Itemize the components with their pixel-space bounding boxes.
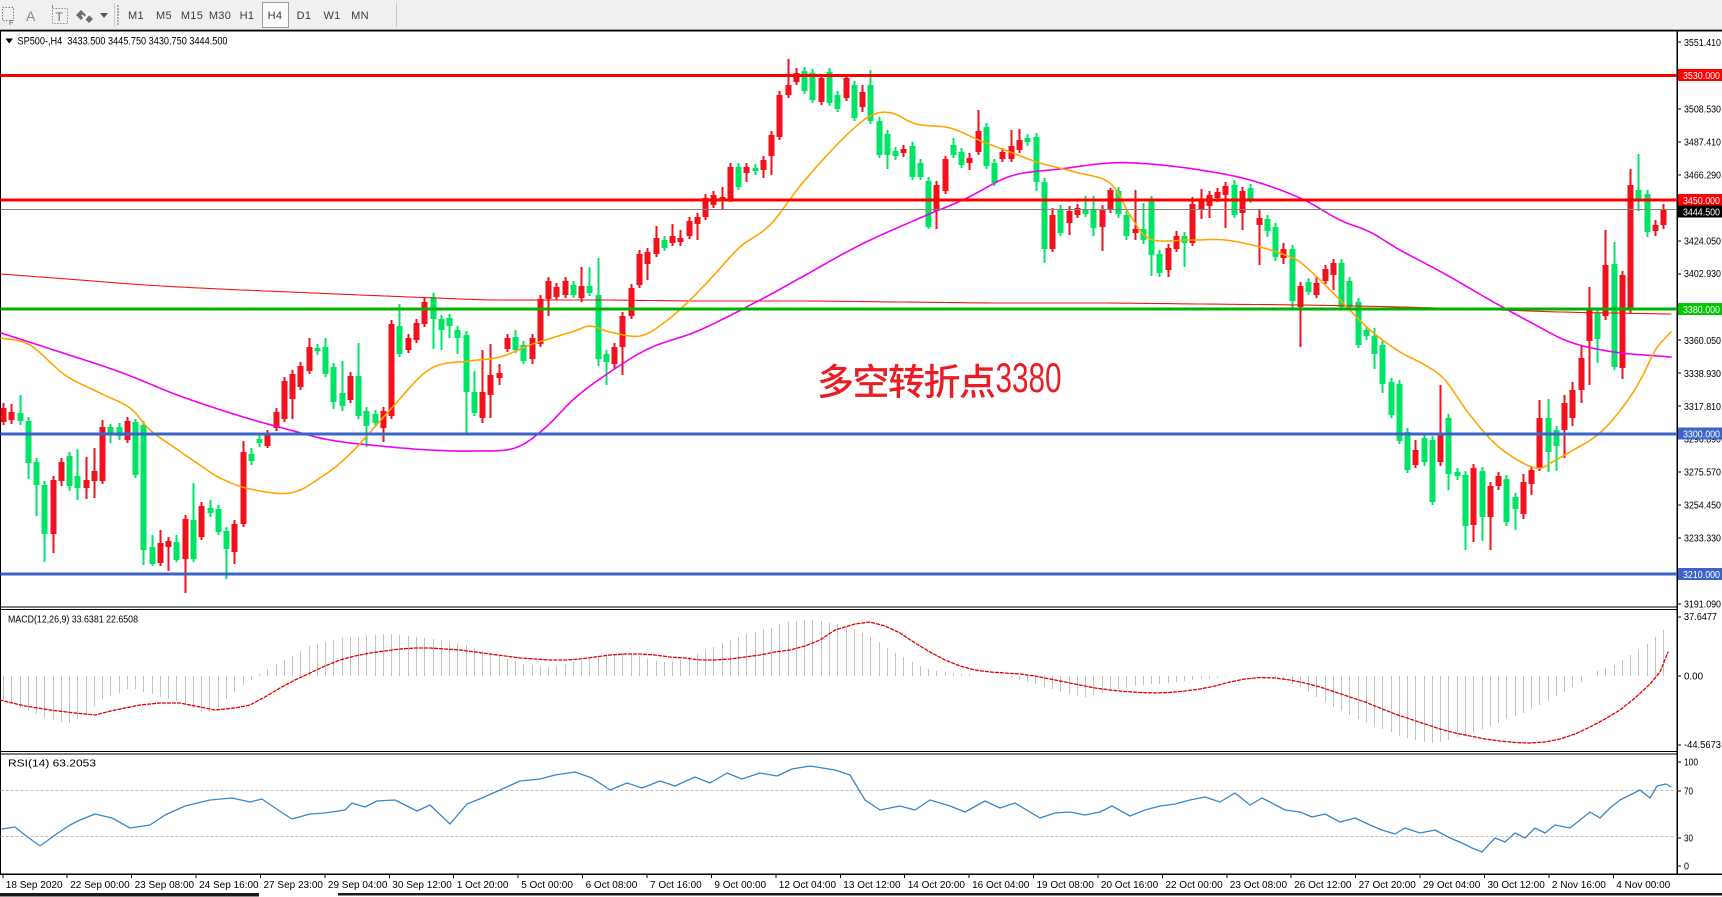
svg-text:26 Oct 12:00: 26 Oct 12:00 [1294, 880, 1352, 891]
svg-text:H4: H4 [268, 10, 283, 22]
svg-text:9 Oct 00:00: 9 Oct 00:00 [714, 880, 766, 891]
svg-text:H1: H1 [240, 10, 255, 22]
svg-text:3402.930: 3402.930 [1684, 269, 1721, 280]
svg-text:29 Oct 04:00: 29 Oct 04:00 [1423, 880, 1481, 891]
svg-text:A: A [26, 8, 36, 24]
svg-text:12 Oct 04:00: 12 Oct 04:00 [779, 880, 837, 891]
svg-text:13 Oct 12:00: 13 Oct 12:00 [843, 880, 901, 891]
svg-text:3210.000: 3210.000 [1683, 570, 1720, 581]
svg-text:3317.810: 3317.810 [1684, 402, 1721, 413]
svg-text:1 Oct 20:00: 1 Oct 20:00 [457, 880, 509, 891]
svg-text:6 Oct 08:00: 6 Oct 08:00 [586, 880, 638, 891]
svg-text:3380: 3380 [996, 354, 1062, 401]
svg-text:3551.410: 3551.410 [1684, 38, 1721, 49]
svg-text:37.6477: 37.6477 [1684, 612, 1717, 623]
svg-text:19 Oct 08:00: 19 Oct 08:00 [1037, 880, 1095, 891]
svg-text:20 Oct 16:00: 20 Oct 16:00 [1101, 880, 1159, 891]
svg-text:RSI(14) 63.2053: RSI(14) 63.2053 [8, 758, 96, 770]
svg-text:3296.890: 3296.890 [1684, 434, 1721, 445]
svg-text:SP500-,H4 3433.500 3445.750 3: SP500-,H4 3433.500 3445.750 3430.750 344… [18, 36, 228, 48]
svg-text:3466.290: 3466.290 [1684, 171, 1721, 182]
svg-text:30: 30 [1684, 834, 1693, 845]
svg-text:3508.530: 3508.530 [1684, 105, 1721, 116]
svg-text:F: F [9, 20, 13, 27]
svg-text:70: 70 [1684, 787, 1693, 798]
svg-text:22 Sep 00:00: 22 Sep 00:00 [70, 880, 130, 891]
svg-text:23 Sep 08:00: 23 Sep 08:00 [135, 880, 195, 891]
svg-text:18 Sep 2020: 18 Sep 2020 [6, 880, 63, 891]
svg-text:3487.410: 3487.410 [1684, 138, 1721, 149]
svg-text:M5: M5 [156, 10, 172, 22]
svg-text:M15: M15 [181, 10, 203, 22]
svg-text:-44.5673: -44.5673 [1684, 740, 1721, 751]
svg-text:3300.000: 3300.000 [1683, 430, 1720, 441]
svg-text:30 Sep 12:00: 30 Sep 12:00 [392, 880, 452, 891]
svg-text:5 Oct 00:00: 5 Oct 00:00 [521, 880, 573, 891]
svg-text:3254.450: 3254.450 [1684, 501, 1721, 512]
svg-text:22 Oct 00:00: 22 Oct 00:00 [1165, 880, 1223, 891]
svg-text:14 Oct 20:00: 14 Oct 20:00 [908, 880, 966, 891]
svg-text:T: T [56, 10, 64, 24]
svg-text:M1: M1 [128, 10, 144, 22]
svg-text:3275.570: 3275.570 [1684, 468, 1721, 479]
svg-text:MACD(12,26,9) 33.6381 22.6508: MACD(12,26,9) 33.6381 22.6508 [8, 614, 138, 626]
svg-text:3338.930: 3338.930 [1684, 369, 1721, 380]
svg-text:3233.330: 3233.330 [1684, 533, 1721, 544]
svg-text:4 Nov 00:00: 4 Nov 00:00 [1616, 880, 1670, 891]
svg-text:100: 100 [1684, 758, 1698, 769]
svg-text:W1: W1 [323, 10, 340, 22]
svg-text:0.00: 0.00 [1684, 672, 1703, 683]
svg-text:24 Sep 16:00: 24 Sep 16:00 [199, 880, 259, 891]
svg-text:27 Sep 23:00: 27 Sep 23:00 [264, 880, 324, 891]
svg-text:3191.090: 3191.090 [1684, 599, 1721, 610]
svg-text:M30: M30 [209, 10, 231, 22]
svg-text:3444.500: 3444.500 [1683, 207, 1720, 218]
svg-text:23 Oct 08:00: 23 Oct 08:00 [1230, 880, 1288, 891]
svg-text:30 Oct 12:00: 30 Oct 12:00 [1488, 880, 1546, 891]
svg-text:MN: MN [351, 10, 369, 22]
svg-text:3530.000: 3530.000 [1683, 71, 1720, 82]
svg-text:16 Oct 04:00: 16 Oct 04:00 [972, 880, 1030, 891]
svg-text:29 Sep 04:00: 29 Sep 04:00 [328, 880, 388, 891]
svg-text:7 Oct 16:00: 7 Oct 16:00 [650, 880, 702, 891]
svg-text:3450.000: 3450.000 [1683, 196, 1720, 207]
svg-text:3424.050: 3424.050 [1684, 236, 1721, 247]
svg-text:D1: D1 [297, 10, 312, 22]
svg-text:3380.000: 3380.000 [1683, 305, 1720, 316]
svg-text:27 Oct 20:00: 27 Oct 20:00 [1359, 880, 1417, 891]
svg-text:0: 0 [1684, 861, 1689, 872]
svg-text:3360.050: 3360.050 [1684, 336, 1721, 347]
svg-text:2 Nov 16:00: 2 Nov 16:00 [1552, 880, 1606, 891]
